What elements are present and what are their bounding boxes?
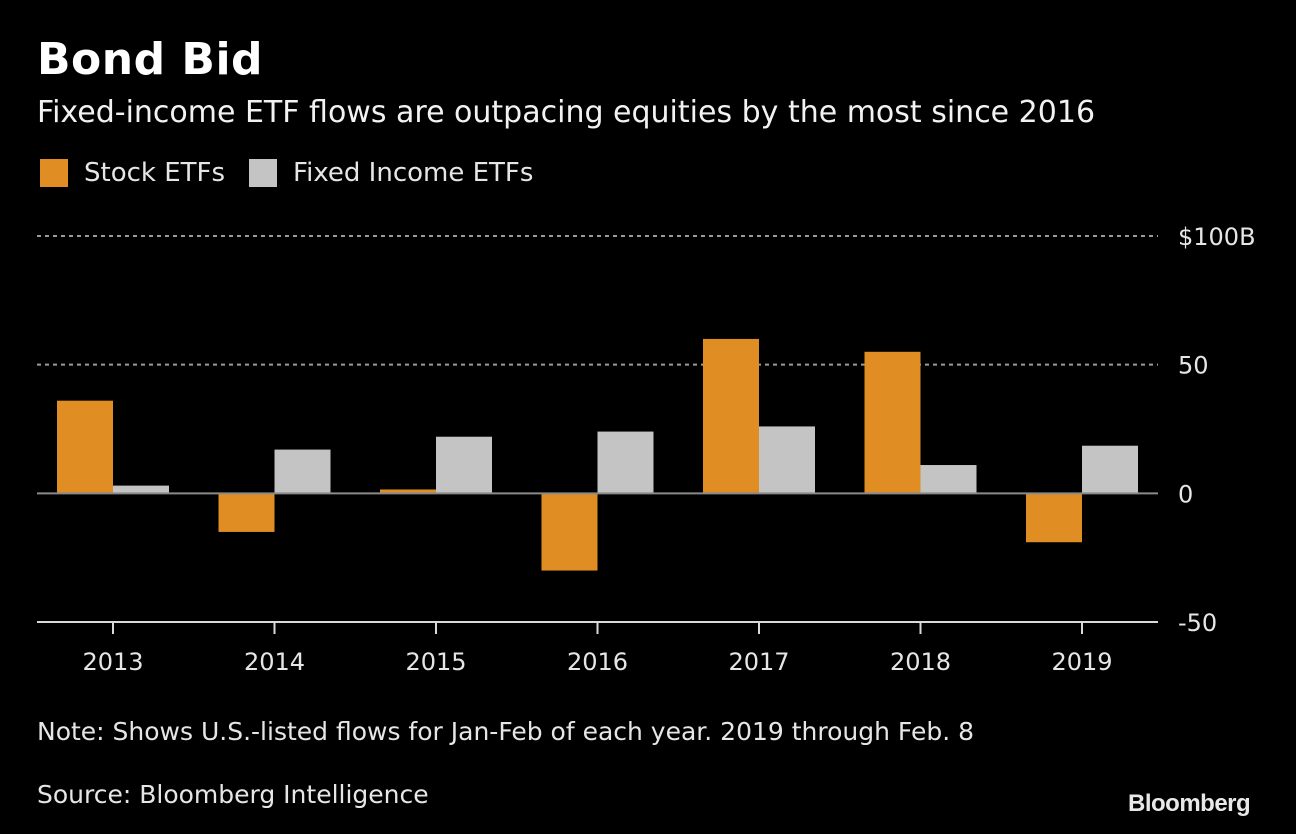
bar-fixed-income-2019 [1082,445,1138,494]
legend-label-fixed-income: Fixed Income ETFs [293,158,534,188]
bar-fixed-income-2016 [597,431,654,494]
bar-stock-2017 [703,338,759,494]
x-tick-label: 2016 [567,648,628,676]
legend-swatch-stock [40,159,68,187]
bar-fixed-income-2013 [113,485,169,494]
legend-item-fixed-income: Fixed Income ETFs [249,158,533,188]
bar-fixed-income-2017 [759,426,815,494]
x-tick-label: 2019 [1051,648,1112,676]
y-tick-label: 0 [1178,480,1193,508]
y-tick-label: 50 [1178,352,1209,380]
legend-label-stock: Stock ETFs [84,158,226,188]
chart-title: Bond Bid [37,34,264,85]
bar-stock-2013 [57,400,113,494]
legend-swatch-fixed-income [249,159,278,187]
y-tick-label: -50 [1178,609,1217,637]
bar-stock-2014 [218,493,275,532]
x-tick-label: 2018 [890,648,951,676]
legend: Stock ETFs Fixed Income ETFs [40,158,557,188]
x-tick-label: 2015 [405,648,466,676]
bar-stock-2019 [1026,493,1082,543]
bar-stock-2016 [541,493,598,571]
bar-fixed-income-2015 [436,436,492,494]
x-tick-label: 2014 [244,648,305,676]
y-tick-label: $100B [1178,223,1256,251]
x-tick-label: 2017 [728,648,789,676]
bar-stock-2018 [864,351,921,494]
x-tick-label: 2013 [82,648,143,676]
bar-fixed-income-2014 [274,449,331,494]
bar-fixed-income-2018 [920,465,977,494]
legend-item-stock: Stock ETFs [40,158,225,188]
chart-subtitle: Fixed-income ETF flows are outpacing equ… [37,95,1096,130]
chart-note: Note: Shows U.S.-listed flows for Jan-Fe… [37,717,974,746]
bloomberg-logo: Bloomberg [1128,790,1251,817]
chart-source: Source: Bloomberg Intelligence [37,780,429,809]
bar-stock-2015 [380,489,436,494]
